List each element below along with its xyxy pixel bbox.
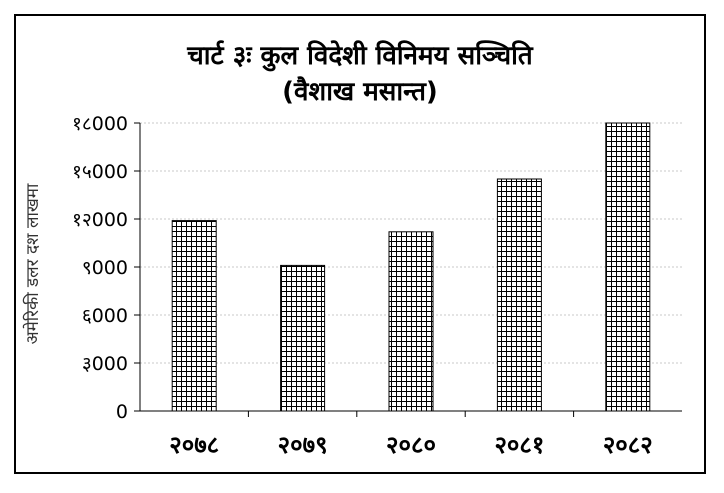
bars	[171, 122, 651, 412]
bar-5	[605, 122, 651, 412]
bar-chart: चार्ट ३ः कुल विदेशी विनिमय सञ्चिति (वैशा…	[22, 40, 682, 459]
y-axis-label: अमेरिकी डलर दश लाखमा	[22, 183, 43, 344]
y-tick-label: ९000	[82, 257, 128, 279]
bar-1	[171, 220, 217, 412]
y-tick-label: १२000	[72, 209, 128, 231]
y-tick-label: ३000	[82, 353, 128, 375]
x-tick-label: २०७८	[169, 431, 219, 459]
chart-title: चार्ट ३ः कुल विदेशी विनिमय सञ्चिति	[186, 40, 534, 72]
y-tick-labels: 0 ३000 ६000 ९000 १२000 १५000 १८000	[72, 113, 140, 423]
y-tick-label: १५000	[72, 161, 128, 183]
bar-4	[496, 178, 542, 412]
chart-subtitle: (वैशाख मसान्त)	[282, 76, 438, 107]
x-tick-labels: २०७८ २०७९ २०८० २०८१ २०८२	[169, 431, 653, 459]
y-tick-label: ६000	[82, 305, 128, 327]
bar-2	[280, 264, 326, 412]
bar-3	[388, 231, 434, 412]
chart-frame: चार्ट ३ः कुल विदेशी विनिमय सञ्चिति (वैशा…	[14, 14, 706, 474]
x-tick-label: २०८०	[386, 431, 436, 459]
x-tick-label: २०८२	[603, 431, 653, 459]
y-tick-label: १८000	[72, 113, 128, 135]
x-tick-label: २०७९	[278, 431, 328, 459]
y-tick-label: 0	[116, 401, 128, 423]
x-tick-label: २०८१	[494, 431, 544, 459]
